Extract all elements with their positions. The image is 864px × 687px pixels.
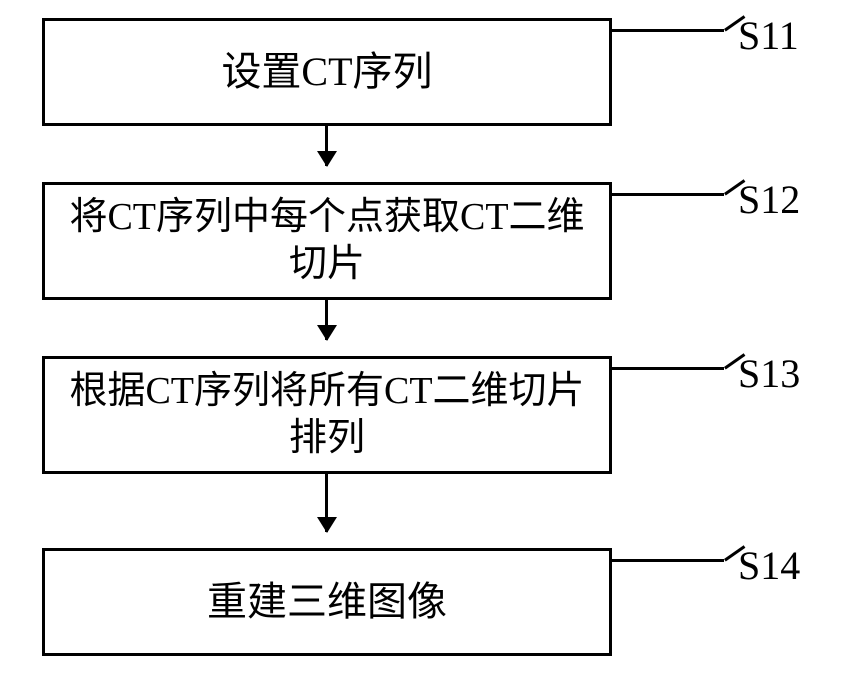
connector-3 (612, 367, 724, 370)
step-label-s13: S13 (738, 350, 800, 397)
flow-node-4-label: 重建三维图像 (207, 577, 447, 627)
step-label-s12: S12 (738, 176, 800, 223)
flow-node-3: 根据CT序列将所有CT二维切片排列 (42, 356, 612, 474)
connector-4 (612, 559, 724, 562)
flow-node-1: 设置CT序列 (42, 18, 612, 126)
flow-node-1-label: 设置CT序列 (221, 47, 432, 97)
arrow-3-4 (325, 474, 328, 532)
flow-node-3-label: 根据CT序列将所有CT二维切片排列 (69, 368, 584, 463)
flow-node-2-label: 将CT序列中每个点获取CT二维切片 (69, 194, 584, 289)
step-label-s11: S11 (738, 12, 799, 59)
flowchart-canvas: 设置CT序列 S11 将CT序列中每个点获取CT二维切片 S12 根据CT序列将… (0, 0, 864, 687)
flow-node-4: 重建三维图像 (42, 548, 612, 656)
arrow-2-3 (325, 300, 328, 340)
arrow-1-2 (325, 126, 328, 166)
connector-1 (612, 29, 724, 32)
flow-node-2: 将CT序列中每个点获取CT二维切片 (42, 182, 612, 300)
step-label-s14: S14 (738, 542, 800, 589)
connector-2 (612, 193, 724, 196)
